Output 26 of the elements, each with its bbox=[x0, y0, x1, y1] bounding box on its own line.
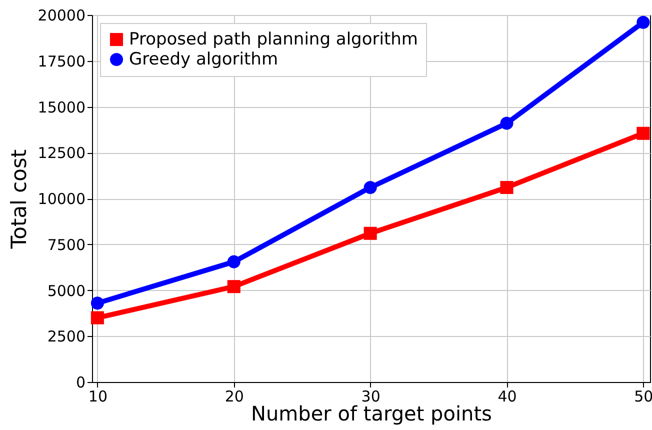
y-tick-label: 2500 bbox=[47, 328, 86, 346]
y-tick-label: 12500 bbox=[38, 144, 86, 162]
y-axis-title: Total cost bbox=[6, 149, 31, 250]
point bbox=[227, 280, 240, 294]
point bbox=[90, 311, 104, 324]
y-tick-label: 5000 bbox=[47, 282, 86, 300]
point bbox=[500, 180, 514, 194]
x-tick-label: 20 bbox=[224, 388, 244, 406]
legend-label: Proposed path planning algorithm bbox=[129, 30, 418, 50]
point bbox=[636, 126, 650, 140]
point bbox=[636, 16, 650, 29]
y-tick-label: 20000 bbox=[38, 6, 86, 24]
legend-label: Greedy algorithm bbox=[129, 50, 278, 70]
point bbox=[364, 226, 377, 240]
point bbox=[227, 255, 240, 268]
y-tick-label: 15000 bbox=[38, 98, 86, 116]
y-tick-label: 7500 bbox=[47, 236, 86, 254]
y-tick-label: 0 bbox=[76, 374, 86, 392]
y-tick-label: 10000 bbox=[38, 190, 86, 208]
point bbox=[90, 296, 104, 310]
point bbox=[364, 180, 377, 194]
x-tick-label: 40 bbox=[498, 388, 517, 406]
y-tick-label: 17500 bbox=[38, 52, 86, 70]
point bbox=[500, 116, 514, 130]
x-tick-label: 10 bbox=[88, 388, 108, 406]
x-tick-label: 50 bbox=[634, 388, 652, 406]
